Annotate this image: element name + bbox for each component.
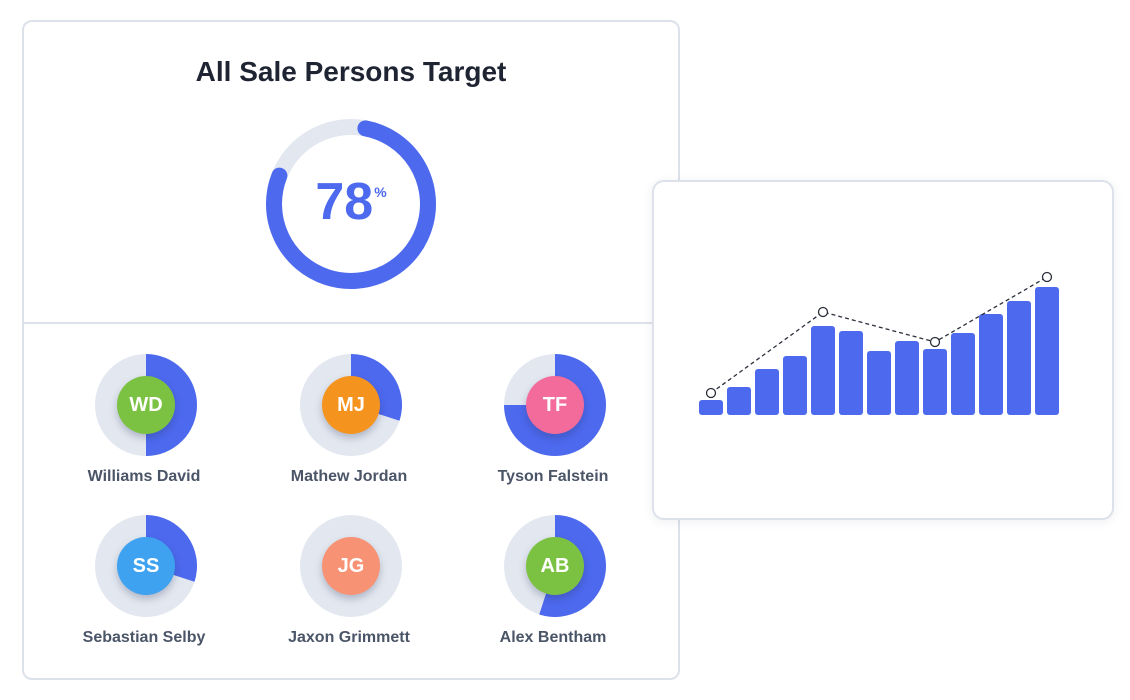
salesperson-name: Sebastian Selby xyxy=(82,629,206,646)
salesperson-card[interactable]: AB Alex Bentham xyxy=(468,515,638,655)
bar-11 xyxy=(979,314,1003,415)
salesperson-card[interactable]: WD Williams David xyxy=(59,354,229,494)
bar-8 xyxy=(895,341,919,415)
overall-percent-value: 78% xyxy=(265,172,437,232)
sales-bar-chart xyxy=(699,271,1059,415)
overall-progress-arc xyxy=(266,120,436,289)
bar-7 xyxy=(867,351,891,415)
bar-3 xyxy=(755,369,779,415)
avatar: WD xyxy=(117,376,175,434)
trend-point-4 xyxy=(1041,271,1053,283)
avatar: TF xyxy=(526,376,584,434)
salesperson-name: Mathew Jordan xyxy=(290,468,408,485)
bar-9 xyxy=(923,349,947,415)
section-divider xyxy=(24,322,678,324)
salesperson-progress-ring: JG xyxy=(300,515,402,617)
salesperson-name: Jaxon Grimmett xyxy=(288,629,410,646)
bar-5 xyxy=(811,326,835,415)
salesperson-card[interactable]: MJ Mathew Jordan xyxy=(264,354,434,494)
bar-4 xyxy=(783,356,807,415)
overall-progress-donut xyxy=(266,119,436,289)
bar-12 xyxy=(1007,301,1031,415)
bar-10 xyxy=(951,333,975,415)
salesperson-progress-ring: WD xyxy=(95,354,197,456)
bar-6 xyxy=(839,331,863,415)
avatar: MJ xyxy=(322,376,380,434)
salesperson-name: Alex Bentham xyxy=(499,629,607,646)
trend-point-1 xyxy=(705,387,717,399)
trend-point-2 xyxy=(817,306,829,318)
salesperson-progress-ring: SS xyxy=(95,515,197,617)
bar-2 xyxy=(727,387,751,415)
salesperson-card[interactable]: SS Sebastian Selby xyxy=(59,515,229,655)
sales-trend-chart-card xyxy=(652,180,1114,520)
overall-percent-number: 78 xyxy=(315,173,374,231)
trend-point-3 xyxy=(929,336,941,348)
overall-percent-unit: % xyxy=(374,184,387,200)
salesperson-name: Tyson Falstein xyxy=(497,468,609,485)
avatar: AB xyxy=(526,537,584,595)
bar-1 xyxy=(699,400,723,415)
salesperson-progress-ring: TF xyxy=(504,354,606,456)
salesperson-name: Williams David xyxy=(87,468,201,485)
salesperson-progress-ring: AB xyxy=(504,515,606,617)
salesperson-card[interactable]: TF Tyson Falstein xyxy=(468,354,638,494)
overall-target-ring: 78% xyxy=(265,118,437,290)
avatar: JG xyxy=(322,537,380,595)
salesperson-progress-ring: MJ xyxy=(300,354,402,456)
avatar: SS xyxy=(117,537,175,595)
sales-target-card: All Sale Persons Target 78% WD Williams … xyxy=(22,20,680,680)
card-title: All Sale Persons Target xyxy=(195,56,507,87)
trend-line xyxy=(710,276,1048,394)
salesperson-card[interactable]: JG Jaxon Grimmett xyxy=(264,515,434,655)
bar-13 xyxy=(1035,287,1059,415)
